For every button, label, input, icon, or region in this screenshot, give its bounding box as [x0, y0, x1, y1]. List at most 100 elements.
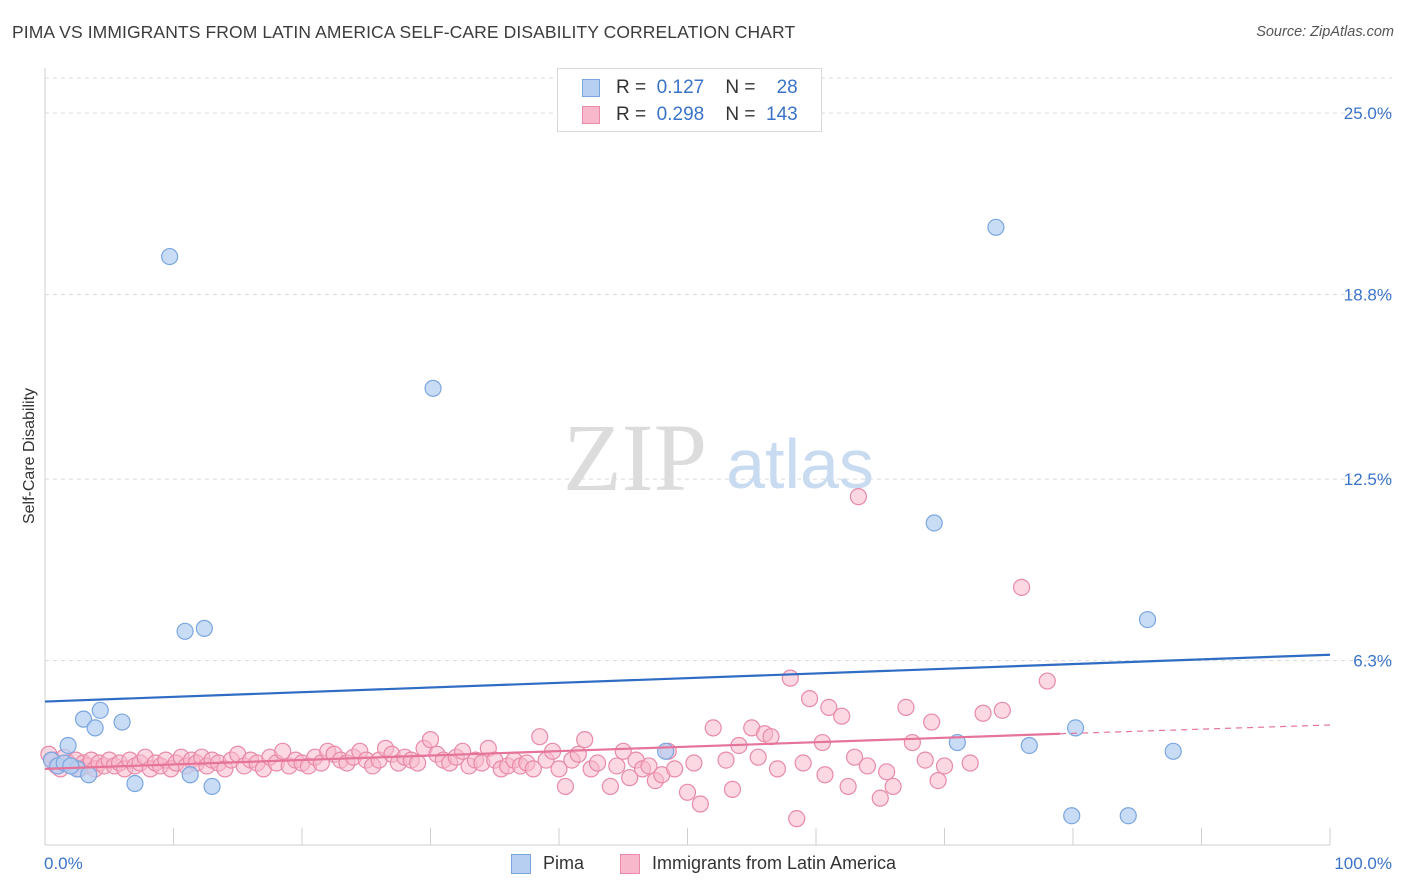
latin-point-99 [621, 769, 639, 787]
latin-point-125 [820, 698, 838, 717]
latin-point-138 [929, 771, 947, 790]
latin-point-92 [569, 745, 587, 763]
latin-legend-label: Immigrants from Latin America [652, 853, 897, 873]
latin-point-134 [897, 698, 915, 717]
pima-legend-label: Pima [543, 853, 585, 873]
latin-point-86 [531, 728, 549, 746]
pima-point-21 [1020, 736, 1038, 755]
latin-point-117 [762, 728, 780, 746]
pima-point-12 [176, 622, 194, 640]
latin-point-128 [845, 748, 864, 766]
latin-point-132 [878, 763, 896, 781]
pima-point-27 [62, 757, 80, 775]
latin-point-106 [666, 760, 684, 778]
latin-trend-extension [1060, 724, 1331, 735]
latin-point-124 [816, 766, 834, 784]
latin-point-107 [678, 783, 697, 801]
y-tick-label-0: 6.3% [1353, 652, 1392, 671]
latin-point-144 [1038, 672, 1056, 690]
latin-point-140 [961, 754, 979, 772]
latin-point-130 [858, 757, 877, 775]
latin-point-93 [576, 731, 594, 749]
latin-point-129 [849, 488, 868, 506]
pima-point-13 [181, 766, 199, 784]
pima-point-15 [203, 777, 221, 796]
pima-point-26 [1164, 742, 1182, 760]
y-axis-label: Self-Care Disability [21, 388, 38, 524]
latin-point-102 [640, 757, 658, 775]
latin-trend-line [44, 732, 1061, 770]
latin-point-120 [788, 810, 806, 828]
latin-point-109 [691, 795, 709, 813]
pima-point-19 [925, 514, 943, 532]
pima-n-value: 28 [776, 77, 798, 98]
y-tick-label-3: 25.0% [1344, 104, 1392, 123]
pima-point-25 [1138, 610, 1157, 629]
pima-r-label: R = [616, 77, 647, 98]
pima-point-6 [80, 766, 98, 784]
pima-point-17 [657, 742, 675, 760]
trend-lines [44, 653, 1331, 770]
pima-swatch [582, 79, 600, 97]
latin-point-136 [916, 751, 934, 769]
pima-point-14 [195, 619, 213, 637]
y-axis-ticks: 6.3% 12.5% 18.8% 25.0% [1344, 104, 1392, 670]
latin-point-137 [923, 713, 941, 731]
chart-title: PIMA VS IMMIGRANTS FROM LATIN AMERICA SE… [12, 22, 796, 42]
latin-point-119 [781, 669, 799, 687]
chart-source: Source: ZipAtlas.com [1256, 24, 1394, 40]
latin-point-90 [556, 777, 575, 796]
latin-point-112 [723, 780, 742, 798]
latin-point-139 [935, 757, 954, 775]
latin-point-135 [903, 733, 921, 752]
latin-point-110 [704, 719, 722, 737]
latin-point-143 [1012, 578, 1031, 596]
latin-point-131 [871, 789, 889, 807]
watermark-zip: ZIP [563, 404, 707, 511]
y-tick-label-2: 18.8% [1344, 286, 1392, 305]
latin-swatch [582, 106, 600, 124]
latin-point-89 [550, 760, 568, 778]
watermark-atlas: atlas [726, 425, 874, 503]
latin-point-115 [749, 748, 767, 766]
latin-point-127 [839, 777, 857, 796]
latin-point-97 [608, 757, 626, 775]
latin-point-98 [614, 742, 632, 760]
pima-series [42, 218, 1182, 825]
pima-point-23 [1066, 719, 1085, 737]
pima-legend-swatch [511, 854, 531, 874]
pima-point-11 [161, 247, 179, 266]
latin-point-96 [601, 777, 620, 796]
latin-n-value: 143 [766, 104, 798, 125]
latin-r-label: R = [616, 104, 647, 125]
pima-point-18 [987, 218, 1005, 236]
pima-point-24 [1119, 807, 1137, 825]
watermark: ZIP atlas [563, 404, 874, 511]
latin-point-69 [421, 731, 440, 749]
pima-point-3 [59, 736, 77, 755]
latin-point-46 [274, 742, 292, 760]
latin-point-111 [717, 751, 735, 769]
y-tick-label-1: 12.5% [1344, 470, 1392, 489]
pima-point-7 [86, 719, 104, 737]
latin-point-141 [974, 704, 992, 722]
latin-point-67 [409, 754, 427, 772]
correlation-legend: R = 0.127 N = 28 R = 0.298 N = 143 [557, 68, 822, 132]
latin-point-121 [794, 754, 812, 772]
latin-r-value: 0.298 [656, 104, 705, 125]
latin-n-label: N = [725, 104, 756, 125]
latin-point-142 [993, 701, 1011, 719]
axes [44, 68, 1331, 846]
pima-r-value: 0.127 [656, 77, 705, 98]
x-axis-ticks: 0.0% 100.0% [44, 854, 1392, 873]
pima-point-22 [1063, 807, 1081, 825]
x-tick-label-0: 0.0% [44, 854, 83, 873]
pima-point-9 [113, 713, 131, 731]
latin-legend-swatch [620, 854, 640, 874]
latin-point-133 [884, 777, 902, 796]
latin-point-95 [588, 754, 607, 772]
x-tick-label-1: 100.0% [1334, 854, 1392, 873]
pima-point-16 [424, 379, 442, 397]
latin-point-85 [524, 760, 542, 778]
